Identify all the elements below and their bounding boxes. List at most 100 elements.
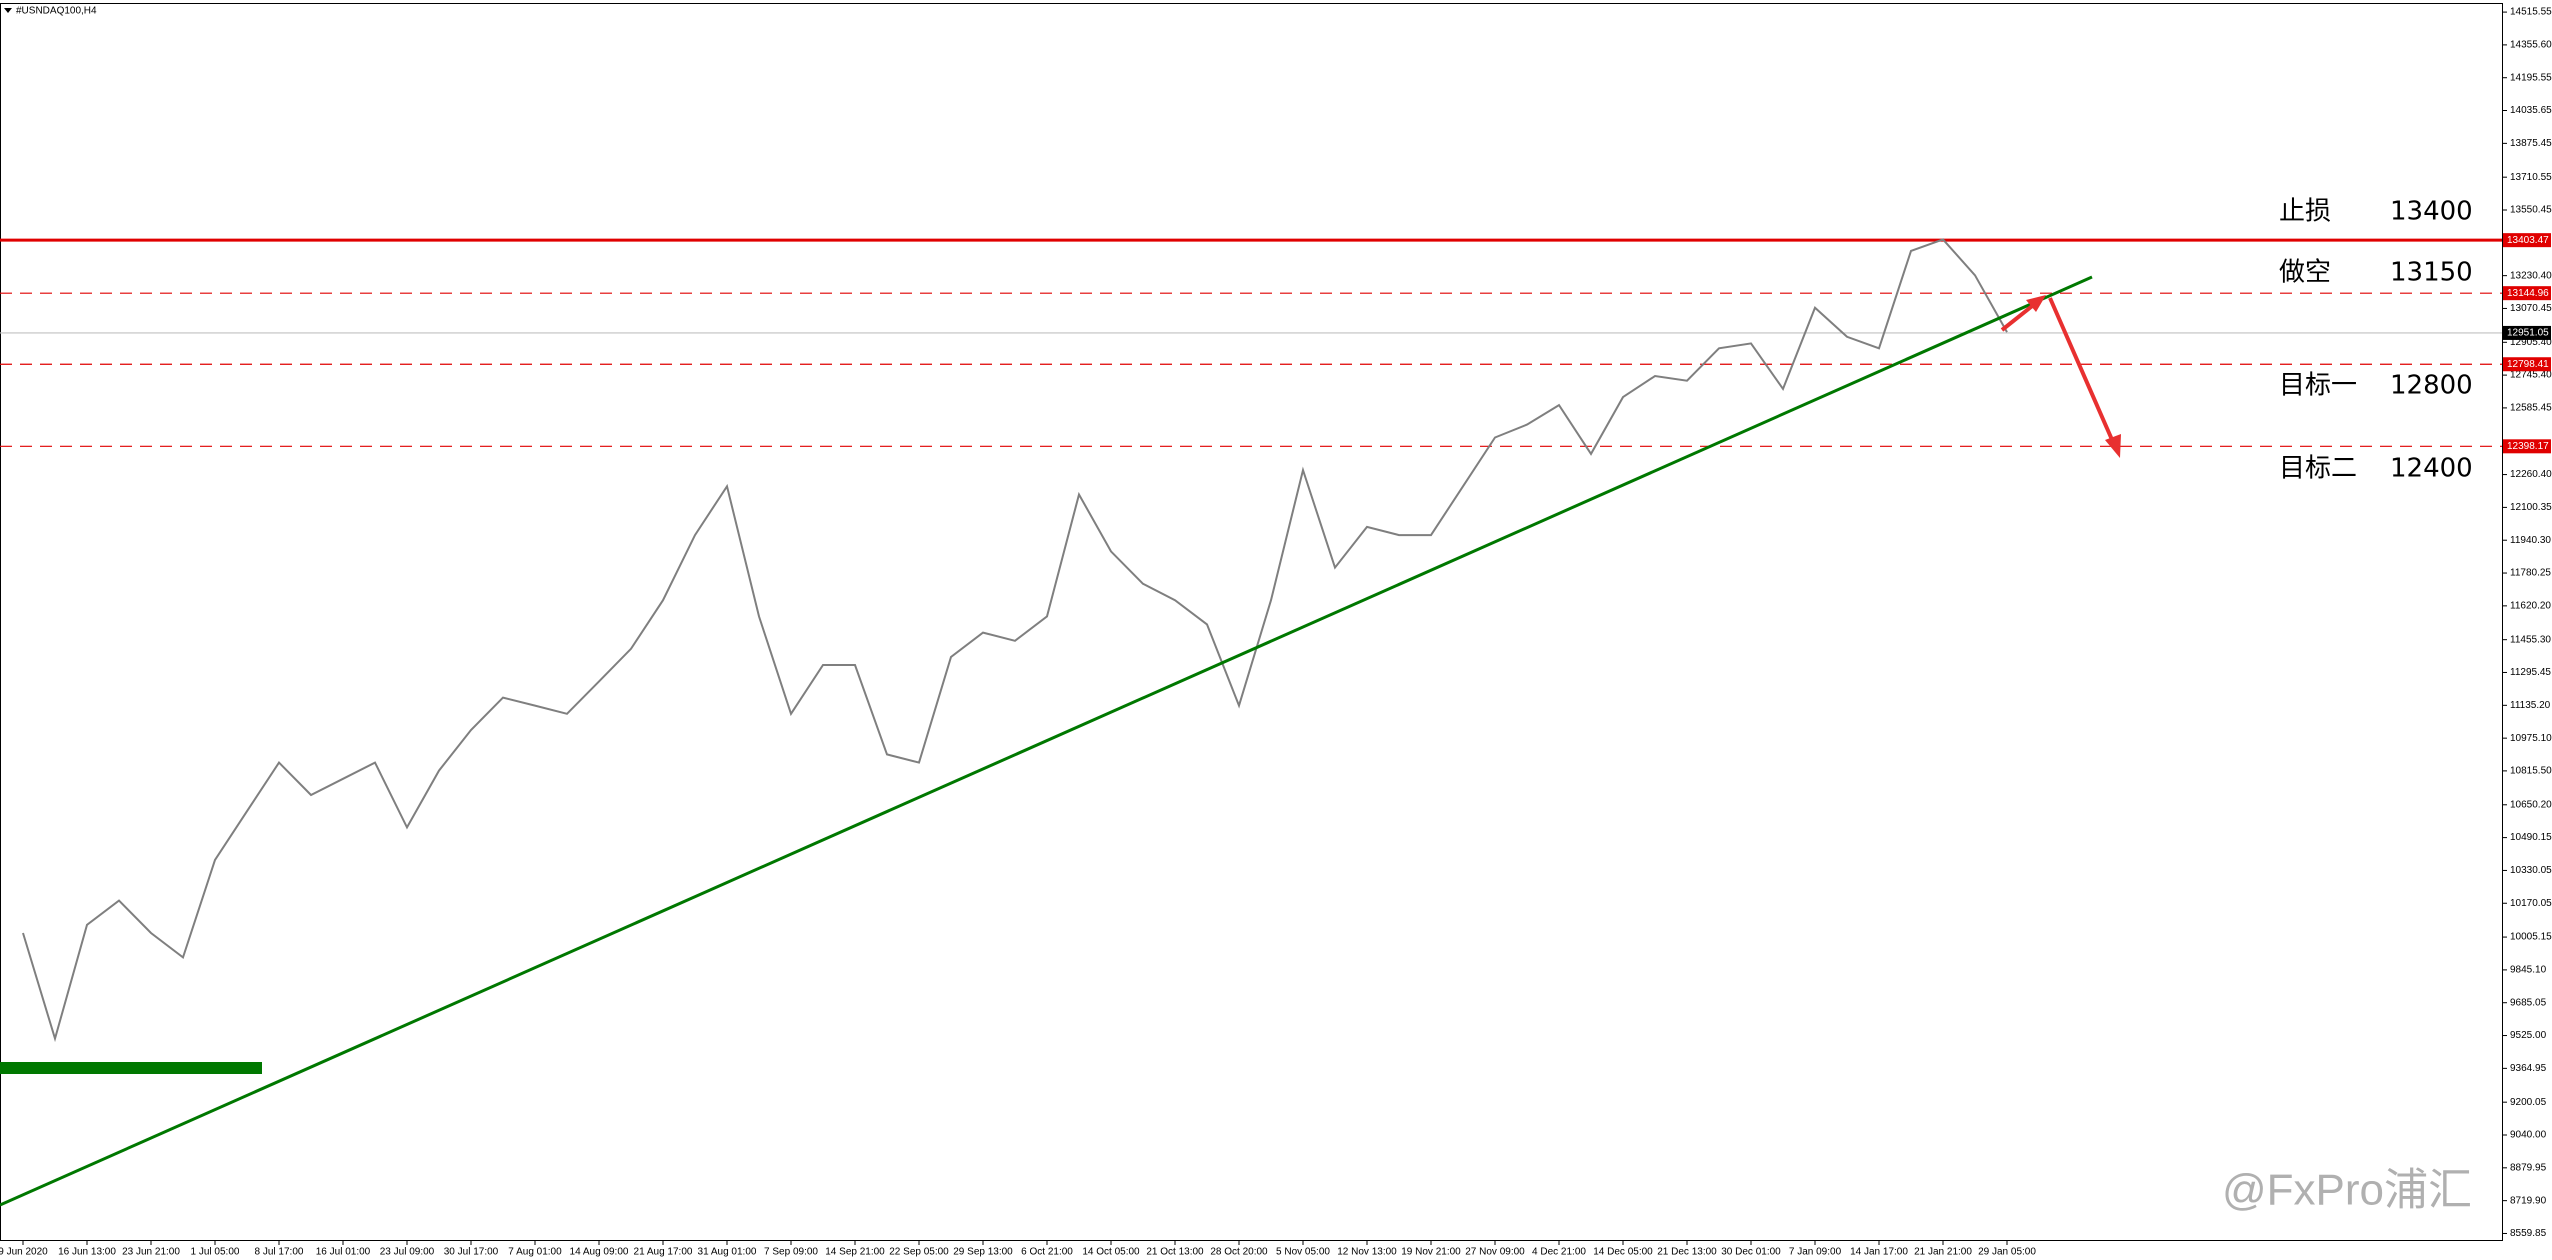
y-tick-label: 10170.05 — [2510, 898, 2552, 909]
x-tick-label: 27 Nov 09:00 — [1465, 1247, 1525, 1258]
y-tick-label: 10330.05 — [2510, 865, 2552, 876]
y-tick-label: 9364.95 — [2510, 1063, 2547, 1074]
x-tick-label: 21 Dec 13:00 — [1657, 1247, 1717, 1258]
x-tick-label: 29 Jan 05:00 — [1978, 1247, 2036, 1258]
x-tick-label: 7 Jan 09:00 — [1789, 1247, 1842, 1258]
y-tick-label: 14355.60 — [2510, 40, 2552, 51]
y-tick-label: 13070.45 — [2510, 303, 2552, 314]
y-tick-label: 14035.65 — [2510, 105, 2552, 116]
x-tick-label: 14 Sep 21:00 — [825, 1247, 885, 1258]
x-tick-label: 8 Jul 17:00 — [255, 1247, 304, 1258]
level-label: 13403.47 — [2507, 235, 2549, 246]
y-tick-label: 11135.20 — [2510, 700, 2551, 711]
level-label-box — [2503, 439, 2551, 454]
y-tick-label: 13550.45 — [2510, 205, 2552, 216]
y-tick-label: 10650.20 — [2510, 799, 2552, 810]
chart-title: #USNDAQ100,H4 — [16, 6, 97, 17]
y-tick-label: 8719.90 — [2510, 1195, 2547, 1206]
annotations: 止损 13400 做空 13150 目标一 12800 目标二 12400 — [2279, 197, 2473, 484]
x-tick-label: 12 Nov 13:00 — [1337, 1247, 1397, 1258]
y-tick-label: 13230.40 — [2510, 270, 2552, 281]
x-tick-label: 22 Sep 05:00 — [889, 1247, 949, 1258]
x-tick-label: 31 Aug 01:00 — [698, 1247, 757, 1258]
x-tick-label: 21 Aug 17:00 — [634, 1247, 693, 1258]
x-tick-label: 16 Jul 01:00 — [316, 1247, 371, 1258]
x-tick-label: 21 Oct 13:00 — [1146, 1247, 1204, 1258]
y-tick-label: 10490.15 — [2510, 832, 2552, 843]
y-tick-label: 9200.05 — [2510, 1097, 2547, 1108]
level-label-box — [2503, 357, 2551, 372]
x-tick-label: 28 Oct 20:00 — [1210, 1247, 1268, 1258]
y-tick-label: 14515.55 — [2510, 7, 2552, 18]
menu-triangle — [4, 8, 12, 13]
x-tick-label: 19 Nov 21:00 — [1401, 1247, 1461, 1258]
annotation-price: 12800 — [2390, 371, 2473, 401]
level-label-box — [2503, 325, 2551, 340]
y-tick-label: 12100.35 — [2510, 502, 2552, 513]
y-tick-label: 12585.45 — [2510, 403, 2552, 414]
x-tick-label: 7 Aug 01:00 — [508, 1247, 562, 1258]
y-tick-label: 8559.85 — [2510, 1228, 2547, 1239]
level-label: 12798.41 — [2507, 359, 2549, 370]
level-label: 12951.05 — [2507, 328, 2549, 339]
x-tick-label: 29 Sep 13:00 — [953, 1247, 1013, 1258]
levels — [0, 238, 2502, 447]
y-tick-label: 10005.15 — [2510, 932, 2552, 943]
watermark: @FxPro浦汇 — [2222, 1166, 2472, 1215]
level-label: 13144.96 — [2507, 288, 2549, 299]
level-label-box — [2503, 233, 2551, 248]
y-tick-label: 11620.20 — [2510, 601, 2551, 612]
y-tick-label: 11295.45 — [2510, 667, 2551, 678]
x-tick-label: 6 Oct 21:00 — [1021, 1247, 1073, 1258]
arrow-down — [2048, 297, 2115, 443]
y-tick-label: 11940.30 — [2510, 535, 2551, 546]
x-tick-label: 14 Dec 05:00 — [1593, 1247, 1653, 1258]
y-tick-label: 12260.40 — [2510, 469, 2552, 480]
x-tick-label: 14 Oct 05:00 — [1082, 1247, 1140, 1258]
y-tick-label: 13875.45 — [2510, 138, 2552, 149]
price-data — [22, 238, 2008, 1043]
y-tick-label: 12745.40 — [2510, 370, 2552, 381]
green-bar — [0, 1062, 262, 1074]
annotation-label: 做空 — [2279, 258, 2331, 288]
y-tick-label: 13710.55 — [2510, 172, 2552, 183]
x-tick-label: 30 Jul 17:00 — [444, 1247, 499, 1258]
annotation-price: 13400 — [2390, 197, 2473, 227]
y-tick-label: 11455.30 — [2510, 634, 2551, 645]
x-tick-label: 7 Sep 09:00 — [764, 1247, 818, 1258]
annotation-label: 目标一 — [2279, 371, 2357, 401]
y-tick-label: 10815.50 — [2510, 766, 2552, 777]
x-tick-label: 14 Aug 09:00 — [570, 1247, 629, 1258]
x-tick-label: 16 Jun 13:00 — [58, 1247, 116, 1258]
arrow-down-head — [2105, 434, 2121, 458]
axes: 14515.55 14355.60 14195.55 14035.65 13875.45… — [0, 7, 2552, 1258]
y-tick-label: 9845.10 — [2510, 965, 2547, 976]
x-tick-label: 21 Jan 21:00 — [1914, 1247, 1972, 1258]
y-tick-label: 9525.00 — [2510, 1030, 2547, 1041]
price-line — [22, 238, 2008, 1043]
plot-frame — [0, 3, 2503, 1241]
x-tick-label: 9 Jun 2020 — [0, 1247, 48, 1258]
x-tick-label: 1 Jul 05:00 — [191, 1247, 240, 1258]
y-tick-label: 14195.55 — [2510, 72, 2552, 83]
level-label: 12398.17 — [2507, 441, 2549, 452]
arrow-up-head — [2026, 295, 2046, 312]
y-tick-label: 11780.25 — [2510, 568, 2551, 579]
trendline — [0, 275, 2093, 1207]
y-tick-label: 9685.05 — [2510, 997, 2547, 1008]
annotation-label: 止损 — [2279, 197, 2331, 227]
x-tick-label: 30 Dec 01:00 — [1721, 1247, 1781, 1258]
level-label-box — [2503, 286, 2551, 301]
y-tick-label: 9040.00 — [2510, 1130, 2547, 1141]
annotation-label: 目标二 — [2279, 454, 2357, 484]
x-tick-label: 5 Nov 05:00 — [1276, 1247, 1330, 1258]
x-tick-label: 4 Dec 21:00 — [1532, 1247, 1586, 1258]
x-tick-label: 14 Jan 17:00 — [1850, 1247, 1908, 1258]
y-tick-label: 10975.10 — [2510, 733, 2552, 744]
annotation-price: 13150 — [2390, 258, 2473, 288]
arrow-up — [2000, 301, 2038, 332]
y-tick-label: 12905.40 — [2510, 337, 2552, 348]
x-tick-label: 23 Jun 21:00 — [122, 1247, 180, 1258]
